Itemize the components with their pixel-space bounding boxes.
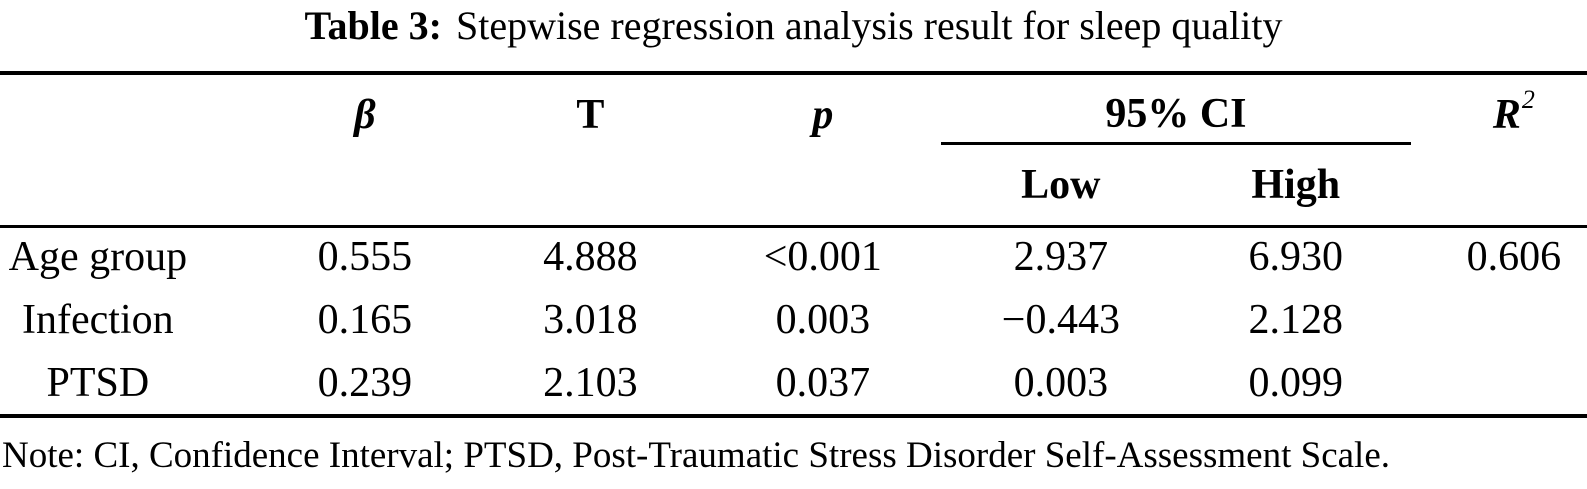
cell-age-group-p: <0.001 — [763, 233, 882, 280]
cell-age-group-ci-low: 2.937 — [1013, 233, 1109, 280]
cell-age-group-beta: 0.555 — [317, 233, 413, 280]
cell-ptsd-ci-high: 0.099 — [1248, 359, 1343, 406]
table-top-rule — [0, 71, 1587, 75]
row-label-ptsd: PTSD — [46, 359, 150, 406]
column-header-ci-low: Low — [1021, 162, 1101, 208]
column-header-beta: β — [354, 92, 376, 138]
cell-infection-ci-low: −0.443 — [1001, 296, 1120, 343]
table-header-rule — [0, 225, 1587, 228]
r-squared-exponent: 2 — [1521, 85, 1535, 114]
table-caption-number: Table 3: — [304, 3, 442, 48]
cell-infection-ci-high: 2.128 — [1248, 296, 1343, 343]
cell-ptsd-beta: 0.239 — [317, 359, 413, 406]
cell-infection-r-squared — [1411, 288, 1587, 351]
column-header-ci-group: 95% CI — [941, 75, 1411, 145]
cell-age-group-t: 4.888 — [543, 233, 638, 280]
column-header-ci-high: High — [1251, 162, 1341, 208]
cell-infection-t: 3.018 — [543, 296, 638, 343]
r-squared-base: R — [1492, 92, 1521, 138]
cell-infection-beta: 0.165 — [317, 296, 413, 343]
cell-ptsd-t: 2.103 — [543, 359, 638, 406]
row-label-infection: Infection — [22, 296, 174, 343]
cell-infection-p: 0.003 — [775, 296, 871, 343]
column-header-t: T — [576, 92, 605, 138]
cell-ptsd-p: 0.037 — [775, 359, 871, 406]
ci-group-label: 95% CI — [1105, 90, 1247, 137]
column-header-p: p — [812, 92, 834, 138]
row-label-age-group: Age group — [8, 233, 188, 280]
cell-age-group-ci-high: 6.930 — [1248, 233, 1343, 280]
cell-ptsd-r-squared — [1411, 351, 1587, 414]
table-bottom-rule — [0, 414, 1587, 418]
cell-ptsd-ci-low: 0.003 — [1013, 359, 1109, 406]
table-footnote: Note: CI, Confidence Interval; PTSD, Pos… — [2, 435, 1390, 476]
cell-age-group-r-squared: 0.606 — [1466, 233, 1562, 280]
table-caption-text: Stepwise regression analysis result for … — [455, 3, 1283, 48]
table-caption: Table 3: Stepwise regression analysis res… — [0, 0, 1587, 52]
